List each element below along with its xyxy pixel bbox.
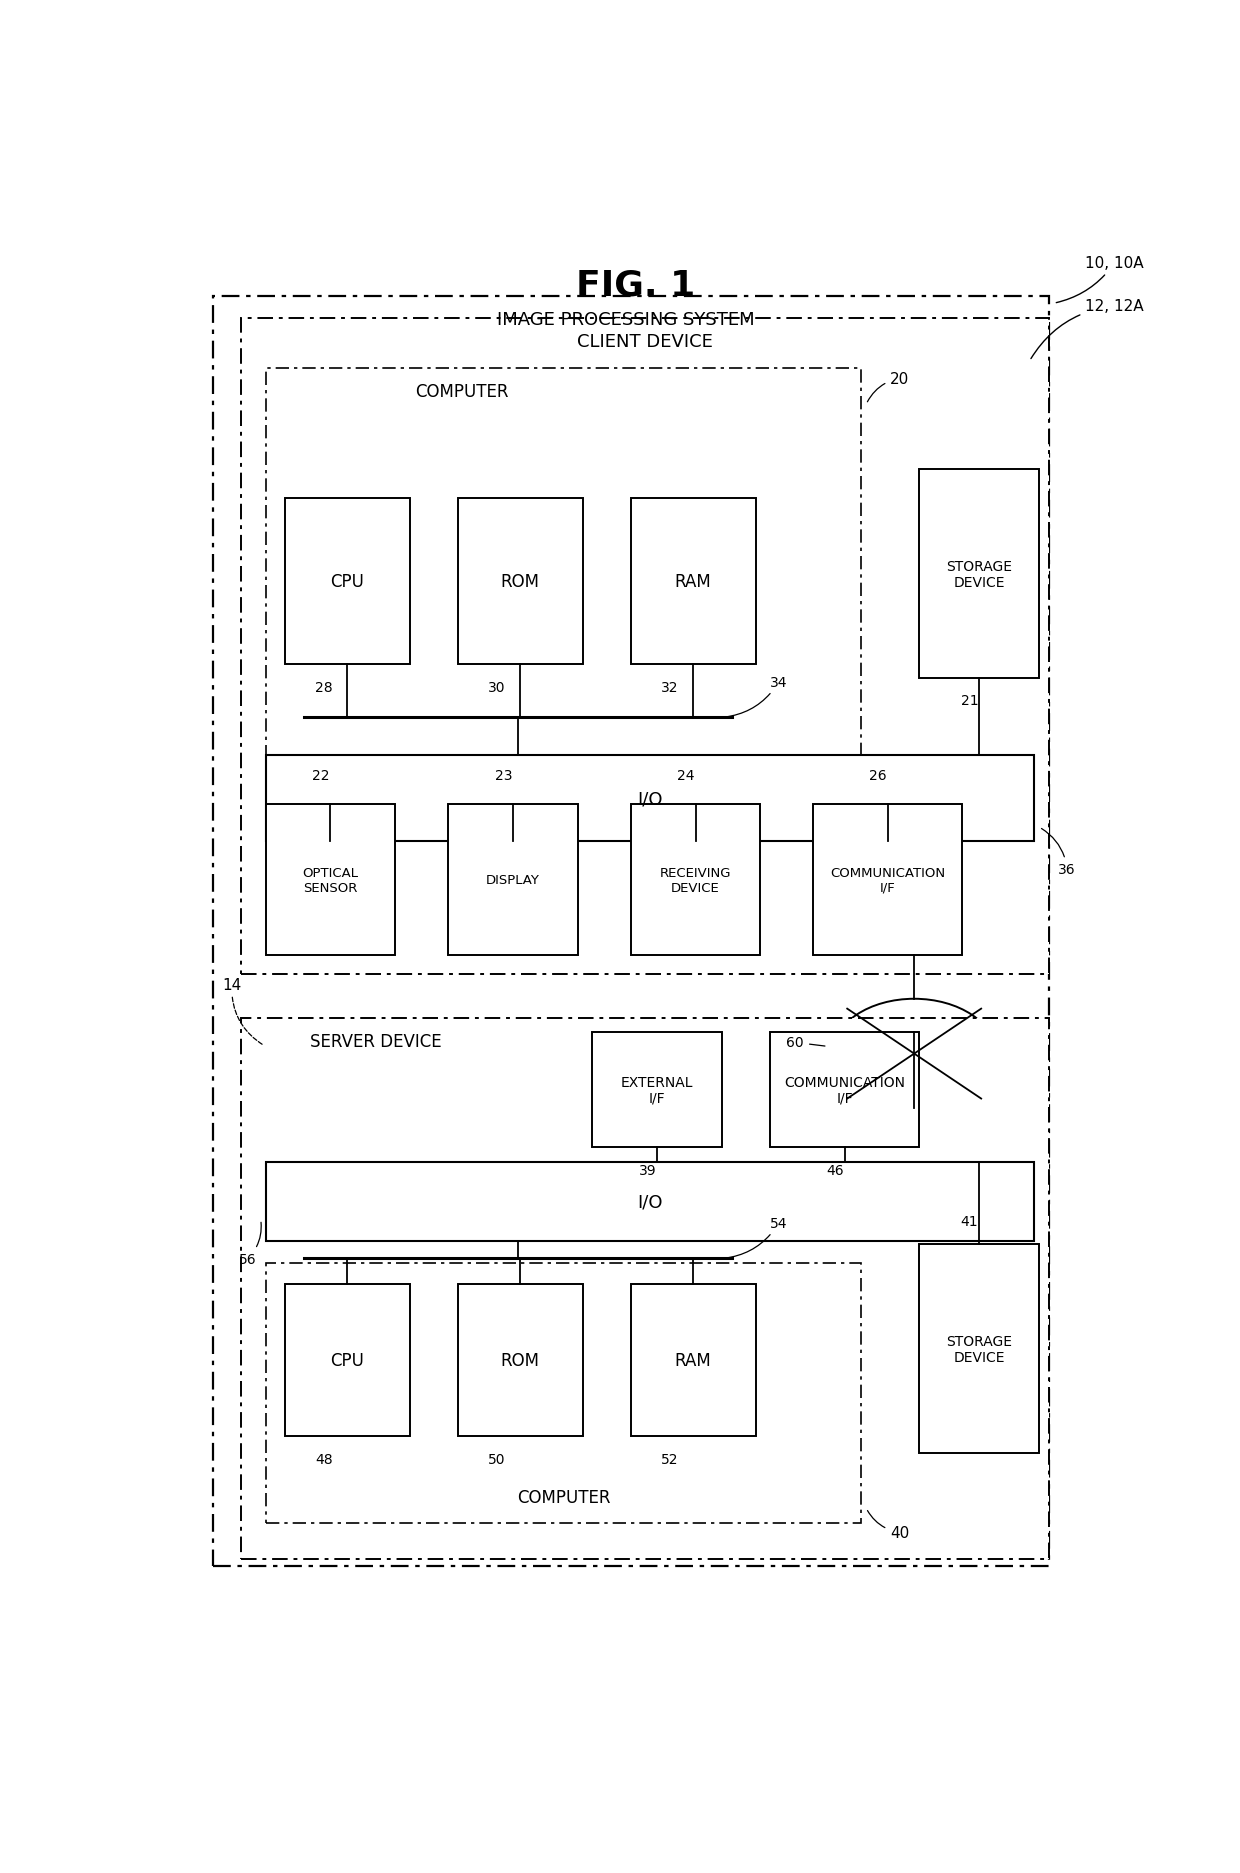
Text: CLIENT DEVICE: CLIENT DEVICE xyxy=(577,333,713,350)
Bar xyxy=(285,498,409,665)
Bar xyxy=(242,1019,1049,1558)
Bar xyxy=(919,1244,1039,1453)
Text: 52: 52 xyxy=(661,1452,678,1467)
Bar xyxy=(631,805,760,955)
Text: OPTICAL
SENSOR: OPTICAL SENSOR xyxy=(303,865,358,893)
Text: RECEIVING
DEVICE: RECEIVING DEVICE xyxy=(660,865,732,893)
Text: 24: 24 xyxy=(677,768,694,783)
Text: I/O: I/O xyxy=(637,1193,662,1210)
Text: FIG. 1: FIG. 1 xyxy=(575,268,696,302)
Text: ROM: ROM xyxy=(501,573,539,590)
Text: 20: 20 xyxy=(868,371,909,403)
Text: STORAGE
DEVICE: STORAGE DEVICE xyxy=(946,560,1012,590)
Text: 32: 32 xyxy=(661,680,678,695)
Bar xyxy=(285,1285,409,1437)
Text: 48: 48 xyxy=(315,1452,332,1467)
Bar xyxy=(593,1032,722,1148)
Bar xyxy=(265,369,862,802)
Bar xyxy=(631,1285,755,1437)
Bar xyxy=(242,318,1049,974)
Text: 50: 50 xyxy=(489,1452,506,1467)
Text: 10, 10A: 10, 10A xyxy=(1056,257,1143,303)
Bar xyxy=(213,298,1049,1566)
Bar xyxy=(448,805,578,955)
Text: COMPUTER: COMPUTER xyxy=(517,1487,610,1506)
Text: 12, 12A: 12, 12A xyxy=(1030,300,1143,360)
Bar xyxy=(265,1161,1034,1242)
Text: 34: 34 xyxy=(724,676,787,717)
Text: CPU: CPU xyxy=(330,573,365,590)
Bar xyxy=(458,1285,583,1437)
Bar xyxy=(770,1032,919,1148)
Text: CPU: CPU xyxy=(330,1352,365,1369)
Text: COMMUNICATION
I/F: COMMUNICATION I/F xyxy=(831,865,945,893)
Text: RAM: RAM xyxy=(675,1352,712,1369)
Text: 28: 28 xyxy=(315,680,332,695)
Text: RAM: RAM xyxy=(675,573,712,590)
Text: COMMUNICATION
I/F: COMMUNICATION I/F xyxy=(784,1075,905,1105)
Text: 14: 14 xyxy=(222,978,263,1045)
Text: 54: 54 xyxy=(724,1216,787,1259)
Text: 30: 30 xyxy=(489,680,506,695)
Bar xyxy=(813,805,962,955)
Bar xyxy=(265,755,1034,843)
Text: IMAGE PROCESSING SYSTEM: IMAGE PROCESSING SYSTEM xyxy=(497,311,755,330)
Bar xyxy=(265,1262,862,1523)
Text: 23: 23 xyxy=(495,768,512,783)
Text: 41: 41 xyxy=(961,1214,978,1229)
Bar xyxy=(919,470,1039,680)
Text: 36: 36 xyxy=(1042,830,1076,877)
Text: 21: 21 xyxy=(961,693,978,708)
Bar xyxy=(458,498,583,665)
Text: I/O: I/O xyxy=(637,790,662,807)
Text: ROM: ROM xyxy=(501,1352,539,1369)
Text: 46: 46 xyxy=(826,1163,843,1178)
Text: 26: 26 xyxy=(869,768,887,783)
Text: SERVER DEVICE: SERVER DEVICE xyxy=(310,1032,441,1051)
Text: 40: 40 xyxy=(868,1512,909,1540)
Text: COMPUTER: COMPUTER xyxy=(415,384,508,401)
Text: 56: 56 xyxy=(238,1223,262,1266)
Text: EXTERNAL
I/F: EXTERNAL I/F xyxy=(621,1075,693,1105)
Bar xyxy=(265,805,396,955)
Text: 60: 60 xyxy=(786,1036,825,1051)
Text: DISPLAY: DISPLAY xyxy=(486,873,539,886)
Text: 22: 22 xyxy=(312,768,330,783)
Text: 39: 39 xyxy=(639,1163,656,1178)
Bar xyxy=(631,498,755,665)
Text: STORAGE
DEVICE: STORAGE DEVICE xyxy=(946,1334,1012,1364)
